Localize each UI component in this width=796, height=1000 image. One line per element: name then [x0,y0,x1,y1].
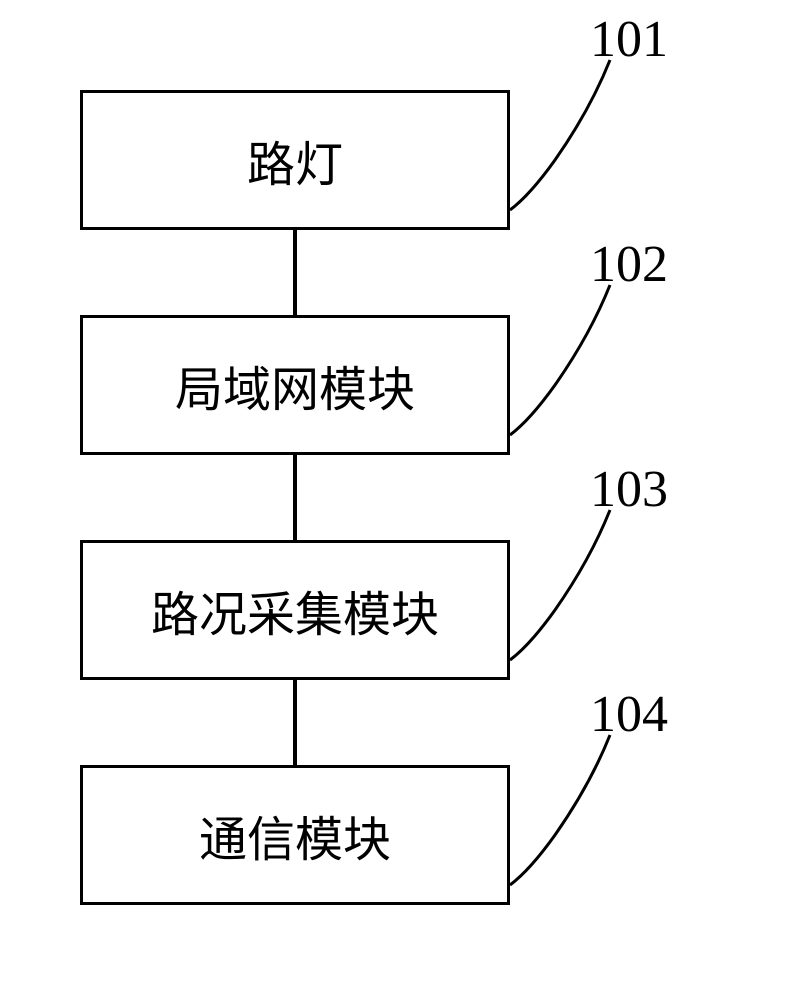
connector-3-4 [293,680,297,765]
leader-line-102 [500,275,640,455]
box-label: 路况采集模块 [151,575,439,645]
box-label: 局域网模块 [175,350,415,420]
connector-2-3 [293,455,297,540]
box-streetlight: 路灯 [80,90,510,230]
connector-1-2 [293,230,297,315]
leader-line-104 [500,725,640,905]
box-lan-module: 局域网模块 [80,315,510,455]
box-traffic-collection: 路况采集模块 [80,540,510,680]
box-communication: 通信模块 [80,765,510,905]
box-label: 通信模块 [199,800,391,870]
leader-line-103 [500,500,640,680]
box-label: 路灯 [247,125,343,195]
leader-line-101 [500,50,640,230]
